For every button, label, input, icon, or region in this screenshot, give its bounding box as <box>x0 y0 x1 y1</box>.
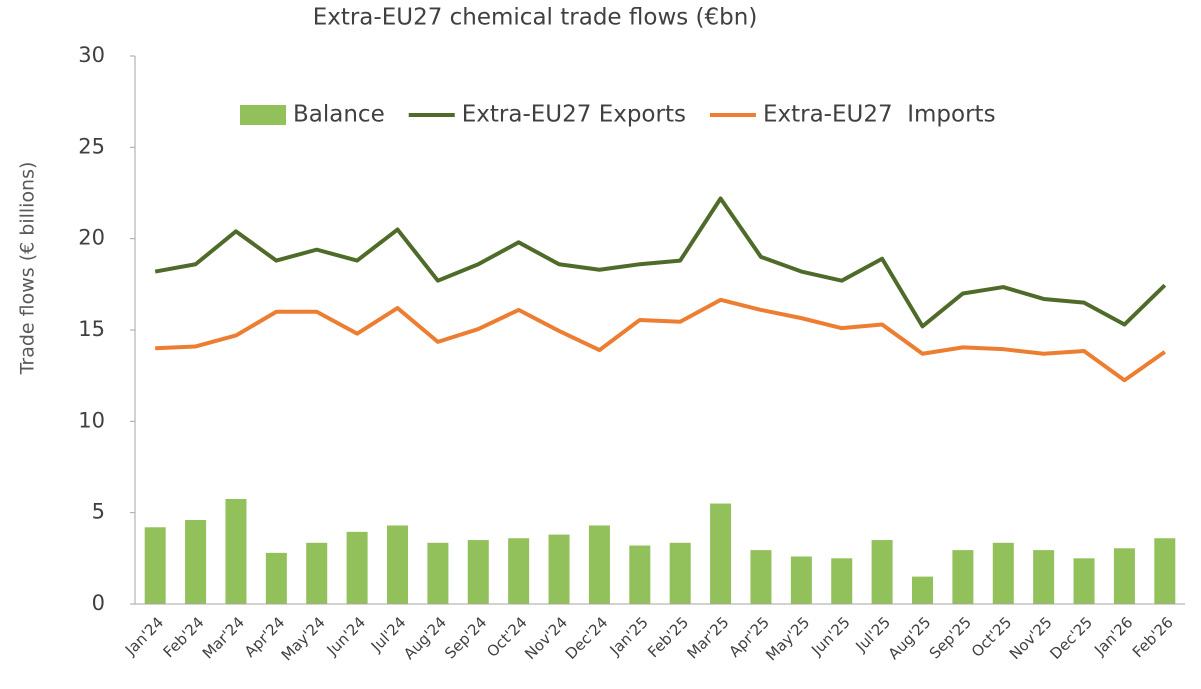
x-tick-label: Aug'25 <box>885 613 935 663</box>
bar <box>185 519 207 604</box>
bar <box>588 525 610 604</box>
y-tick-label: 20 <box>78 226 105 250</box>
y-tick-label: 25 <box>78 134 105 158</box>
bar <box>629 545 651 604</box>
x-tick-label: May'25 <box>762 613 813 664</box>
bar <box>306 542 328 604</box>
y-tick-label: 0 <box>92 591 105 615</box>
bar <box>1154 538 1176 604</box>
x-tick-label: Sep'25 <box>926 613 975 662</box>
x-tick-label: Dec'25 <box>1046 613 1096 663</box>
legend-label: Extra-EU27 Imports <box>763 102 996 128</box>
bar <box>992 542 1014 604</box>
bar <box>912 576 933 604</box>
bar <box>1033 550 1055 604</box>
line <box>155 297 1166 383</box>
x-tick-label: Jan'25 <box>606 613 652 659</box>
bar <box>871 540 893 604</box>
bar <box>265 552 287 604</box>
bar <box>225 498 247 604</box>
x-tick-label: Nov'25 <box>1006 613 1056 663</box>
bar <box>508 538 530 604</box>
line <box>154 196 1167 329</box>
legend-label: Extra-EU27 Exports <box>462 102 686 128</box>
legend-label: Balance <box>293 102 385 128</box>
x-tick-label: Jun'24 <box>323 613 369 659</box>
bar <box>548 534 570 604</box>
y-tick-label: 30 <box>78 43 105 67</box>
bar <box>952 550 974 604</box>
x-tick-label: May'24 <box>278 613 329 664</box>
x-tick-label: Mar'24 <box>199 613 248 662</box>
bar <box>669 542 691 604</box>
x-tick-label: Jun'25 <box>807 613 853 659</box>
bar <box>710 503 732 604</box>
chart-title: Extra-EU27 chemical trade flows (€bn) <box>313 5 758 31</box>
bar <box>1113 548 1135 604</box>
x-tick-label: Feb'24 <box>160 613 208 661</box>
bar <box>387 525 408 604</box>
y-axis-label: Trade flows (€ billions) <box>17 162 39 376</box>
bar <box>1073 558 1095 604</box>
x-tick-label: Jan'26 <box>1090 613 1136 659</box>
bar <box>346 531 368 604</box>
y-tick-label: 5 <box>92 500 105 524</box>
x-tick-label: Nov'24 <box>521 613 571 663</box>
x-tick-label: Jan'24 <box>121 613 167 659</box>
x-tick-label: Feb'25 <box>644 613 692 661</box>
x-tick-label: Feb'26 <box>1129 613 1177 661</box>
y-tick-label: 10 <box>78 408 105 432</box>
x-tick-label: Dec'24 <box>562 613 612 663</box>
x-tick-label: Aug'24 <box>400 613 450 663</box>
bar <box>467 540 489 604</box>
bar <box>831 558 853 604</box>
bar <box>144 527 166 604</box>
bar <box>790 556 812 604</box>
y-tick-label: 15 <box>78 317 105 341</box>
bar <box>750 550 772 604</box>
x-tick-label: Sep'24 <box>441 613 490 662</box>
x-tick-label: Mar'25 <box>683 613 732 662</box>
legend-swatch <box>240 105 286 125</box>
bar <box>427 542 449 604</box>
